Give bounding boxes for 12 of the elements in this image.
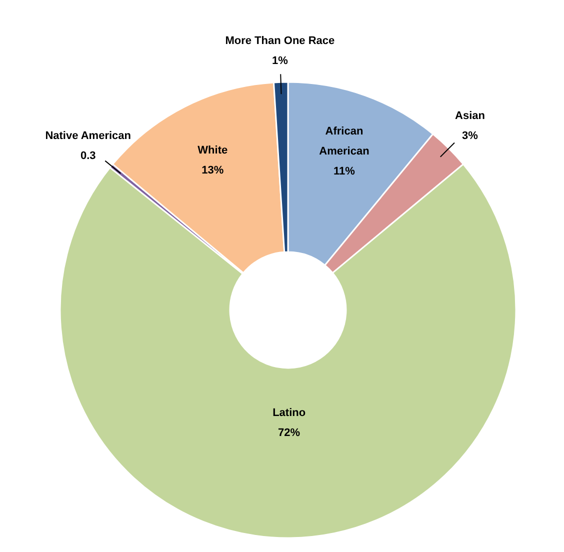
data-label: 1% — [272, 55, 288, 68]
slice-label: African American — [319, 125, 370, 158]
data-label: 0.3 — [80, 150, 96, 162]
data-label: 3% — [462, 130, 478, 142]
slice-label: Asian — [455, 110, 486, 122]
slice-label: More Than One Race — [225, 35, 335, 48]
slice-label: Latino — [272, 406, 306, 419]
data-label: 13% — [202, 164, 224, 177]
slice-label: Native American — [45, 130, 132, 142]
data-label: 72% — [278, 426, 300, 439]
data-label: 11% — [334, 165, 356, 178]
slice-label: White — [198, 144, 228, 157]
